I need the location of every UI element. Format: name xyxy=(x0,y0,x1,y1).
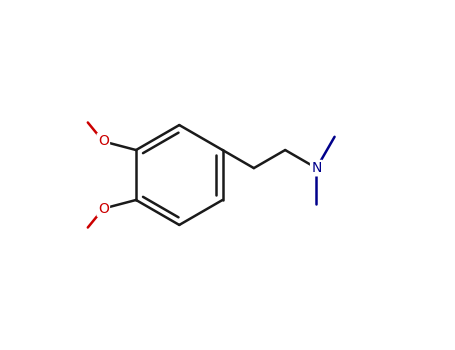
Text: N: N xyxy=(311,161,322,175)
Text: O: O xyxy=(98,202,109,216)
Text: O: O xyxy=(98,134,109,148)
